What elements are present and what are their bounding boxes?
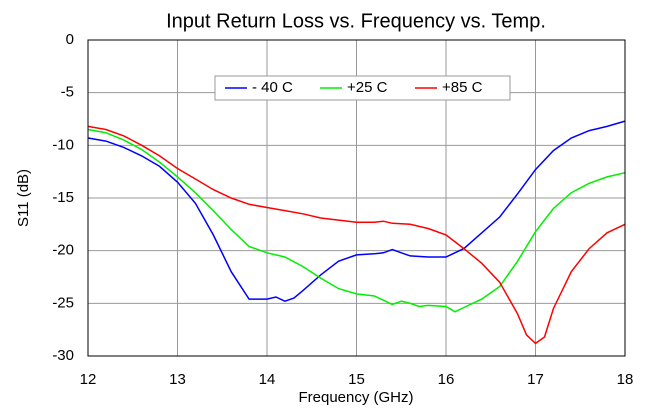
legend-label: +85 C [442, 79, 483, 96]
y-tick-label: -30 [52, 347, 74, 364]
x-tick-label: 17 [527, 371, 544, 388]
y-tick-label: -20 [52, 242, 74, 259]
legend-box [214, 75, 511, 101]
series-line [87, 120, 626, 303]
x-tick-label: 16 [438, 371, 455, 388]
x-axis-label: Frequency (GHz) [298, 389, 413, 406]
series-line [87, 125, 626, 345]
legend-label: - 40 C [252, 79, 293, 96]
y-tick-label: -5 [61, 84, 74, 101]
x-tick-label: 14 [259, 371, 276, 388]
y-tick-label: -25 [52, 294, 74, 311]
y-tick-label: -10 [52, 136, 74, 153]
y-axis-label: S11 (dB) [15, 169, 32, 227]
plot-border [87, 39, 626, 357]
x-tick-label: 18 [617, 371, 634, 388]
legend-label: +25 C [347, 79, 388, 96]
chart-title: Input Return Loss vs. Frequency vs. Temp… [166, 10, 546, 32]
x-tick-label: 12 [80, 371, 97, 388]
x-tick-label: 15 [348, 371, 365, 388]
y-tick-label: -15 [52, 189, 74, 206]
series-line [87, 128, 626, 313]
y-tick-label: 0 [66, 31, 74, 48]
x-tick-label: 13 [169, 371, 186, 388]
